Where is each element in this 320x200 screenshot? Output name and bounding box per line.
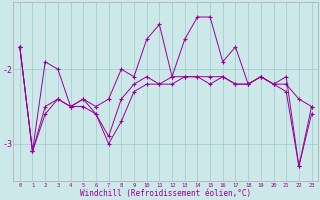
X-axis label: Windchill (Refroidissement éolien,°C): Windchill (Refroidissement éolien,°C) (80, 189, 251, 198)
